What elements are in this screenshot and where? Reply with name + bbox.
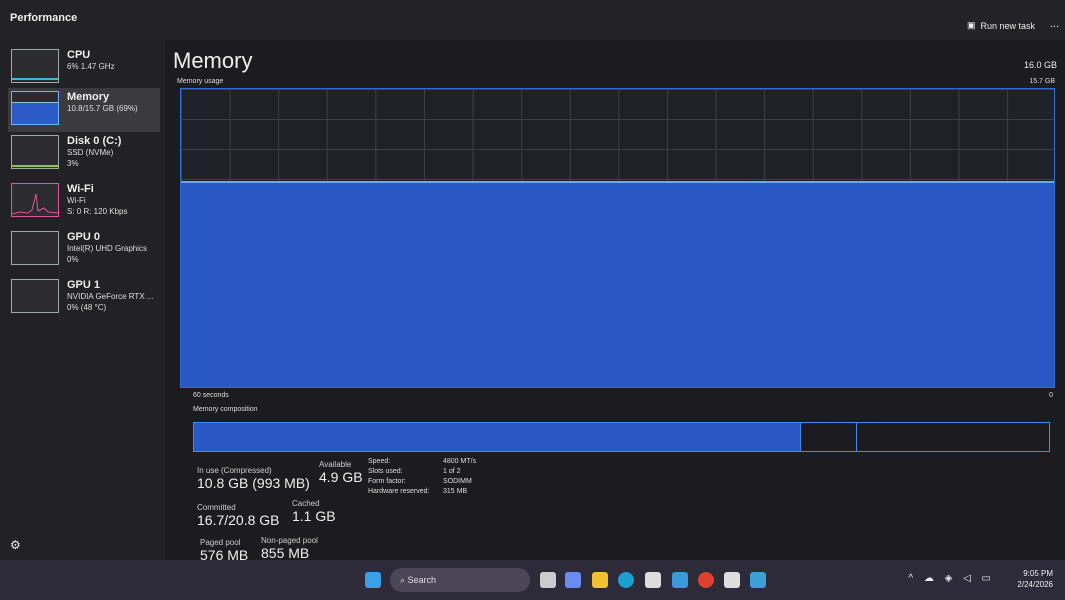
stat-label: Committed (197, 503, 236, 512)
date: 2/24/2026 (1017, 580, 1053, 589)
file-explorer-icon[interactable] (592, 572, 608, 588)
memory-panel: Memory 16.0 GB Memory usage 15.7 GB 60 s… (165, 40, 1065, 563)
app-icon[interactable] (672, 572, 688, 588)
stat-value: 4.9 GB (319, 469, 363, 485)
item-name: GPU 1 (67, 279, 101, 291)
total-memory: 16.0 GB (1023, 60, 1057, 70)
in-use-segment[interactable] (194, 423, 802, 451)
in-use-stat: In use (Compressed) 10.8 GB (993 MB) (197, 466, 310, 491)
copilot-icon[interactable] (565, 572, 581, 588)
system-tray[interactable]: ^ ☁ ◈ ◁ ▭ (908, 573, 995, 584)
app-title: Performance (10, 12, 78, 24)
stat-label: Paged pool (200, 538, 241, 547)
gpu1-thumbnail (11, 279, 59, 313)
item-name: Wi-Fi (67, 183, 94, 195)
start-icon[interactable] (365, 572, 381, 588)
sidebar-item-cpu[interactable]: CPU 6% 1.47 GHz (8, 46, 160, 90)
taskbar: ⌕ Search ^ ☁ ◈ ◁ ▭ 9:05 PM 2/24/2026 (0, 560, 1065, 600)
speed-label: Speed: (368, 458, 391, 465)
speed-value: 4800 MT/s (443, 458, 477, 465)
item-detail: NVIDIA GeForce RTX ... (67, 292, 154, 301)
cpu-thumbnail (11, 49, 59, 83)
run-new-task-label: Run new task (980, 20, 1035, 31)
item-name: Disk 0 (C:) (67, 135, 122, 147)
stat-value: 576 MB (200, 547, 249, 563)
wifi-sparkline (11, 193, 59, 215)
settings-icon[interactable]: ⚙ (10, 538, 21, 552)
edge-icon[interactable] (618, 572, 634, 588)
stat-label: In use (Compressed) (197, 466, 272, 475)
available-stat: Available 4.9 GB (319, 460, 363, 485)
disk-thumbnail (11, 135, 59, 169)
item-name: Memory (67, 91, 110, 103)
item-detail: Wi-Fi (67, 196, 86, 205)
task-view-icon[interactable] (540, 572, 556, 588)
item-detail: SSD (NVMe) (67, 148, 114, 157)
memory-usage-graph (180, 88, 1055, 388)
item-detail: 6% 1.47 GHz (67, 62, 115, 71)
stat-label: Available (319, 460, 352, 469)
stat-value: 1.1 GB (292, 508, 336, 524)
slots-label: Slots used: (368, 468, 403, 475)
item-name: CPU (67, 49, 91, 61)
paged-pool-stat: Paged pool 576 MB (200, 538, 248, 563)
hw-reserved-value: 315 MB (443, 488, 468, 495)
run-new-task-button[interactable]: ▣ Run new task (967, 20, 1035, 31)
standby-segment[interactable] (857, 423, 1049, 451)
usage-fill (181, 181, 1054, 387)
notepad-icon[interactable] (724, 572, 740, 588)
store-icon[interactable] (645, 572, 661, 588)
item-detail: 3% (67, 159, 79, 168)
task-manager-icon[interactable] (750, 572, 766, 588)
search-label: Search (407, 575, 437, 585)
stat-label: Non-paged pool (261, 536, 318, 545)
cached-stat: Cached 1.1 GB (292, 499, 336, 524)
more-options-button[interactable]: ... (1049, 18, 1059, 30)
page-title: Memory (173, 48, 253, 73)
item-detail: 10.8/15.7 GB (69%) (67, 104, 138, 113)
stat-value: 16.7/20.8 GB (197, 512, 280, 528)
title-bar: Performance ▣ Run new task ... (0, 0, 1065, 40)
gpu0-thumbnail (11, 231, 59, 265)
sidebar-item-wifi[interactable]: Wi-Fi Wi-Fi S: 0 R: 120 Kbps (8, 180, 160, 224)
run-task-icon: ▣ (966, 20, 976, 30)
sidebar-item-gpu0[interactable]: GPU 0 Intel(R) UHD Graphics 0% (8, 228, 160, 272)
sidebar-item-disk[interactable]: Disk 0 (C:) SSD (NVMe) 3% (8, 132, 160, 176)
memory-thumbnail (11, 91, 59, 125)
zero-label: 0 (1049, 392, 1053, 399)
usage-max: 15.7 GB (1029, 78, 1055, 85)
memory-composition-bar (193, 422, 1050, 452)
sidebar-item-gpu1[interactable]: GPU 1 NVIDIA GeForce RTX ... 0% (48 °C) (8, 276, 160, 320)
committed-stat: Committed 16.7/20.8 GB (197, 503, 280, 528)
time-label: 60 seconds (193, 392, 229, 399)
chrome-icon[interactable] (698, 572, 714, 588)
sidebar-item-memory[interactable]: Memory 10.8/15.7 GB (69%) (8, 88, 160, 132)
item-detail: Intel(R) UHD Graphics (67, 244, 148, 253)
clock[interactable]: 9:05 PM 2/24/2026 (1017, 568, 1053, 590)
search-box[interactable]: ⌕ Search (390, 568, 530, 592)
wifi-thumbnail (11, 183, 59, 217)
hw-reserved-label: Hardware reserved: (368, 488, 430, 495)
stat-label: Cached (292, 499, 320, 508)
stat-value: 855 MB (261, 545, 310, 561)
time: 9:05 PM (1023, 569, 1053, 578)
modified-segment[interactable] (801, 423, 857, 451)
usage-label: Memory usage (177, 78, 224, 85)
nonpaged-pool-stat: Non-paged pool 855 MB (261, 536, 318, 561)
search-icon: ⌕ (400, 575, 408, 585)
form-value: SODIMM (443, 478, 472, 485)
memory-details: Speed: 4800 MT/s Slots used: 1 of 2 Form f… (368, 458, 503, 495)
sidebar: CPU 6% 1.47 GHz Memory 10.8/15.7 GB (69%) … (0, 40, 165, 560)
item-detail: 0% (48 °C) (67, 303, 107, 312)
slots-value: 1 of 2 (443, 468, 461, 475)
composition-label: Memory composition (193, 406, 258, 413)
item-detail: S: 0 R: 120 Kbps (67, 207, 128, 216)
form-label: Form factor: (368, 478, 406, 485)
stat-value: 10.8 GB (993 MB) (197, 475, 310, 491)
item-name: GPU 0 (67, 231, 101, 243)
item-detail: 0% (67, 255, 79, 264)
